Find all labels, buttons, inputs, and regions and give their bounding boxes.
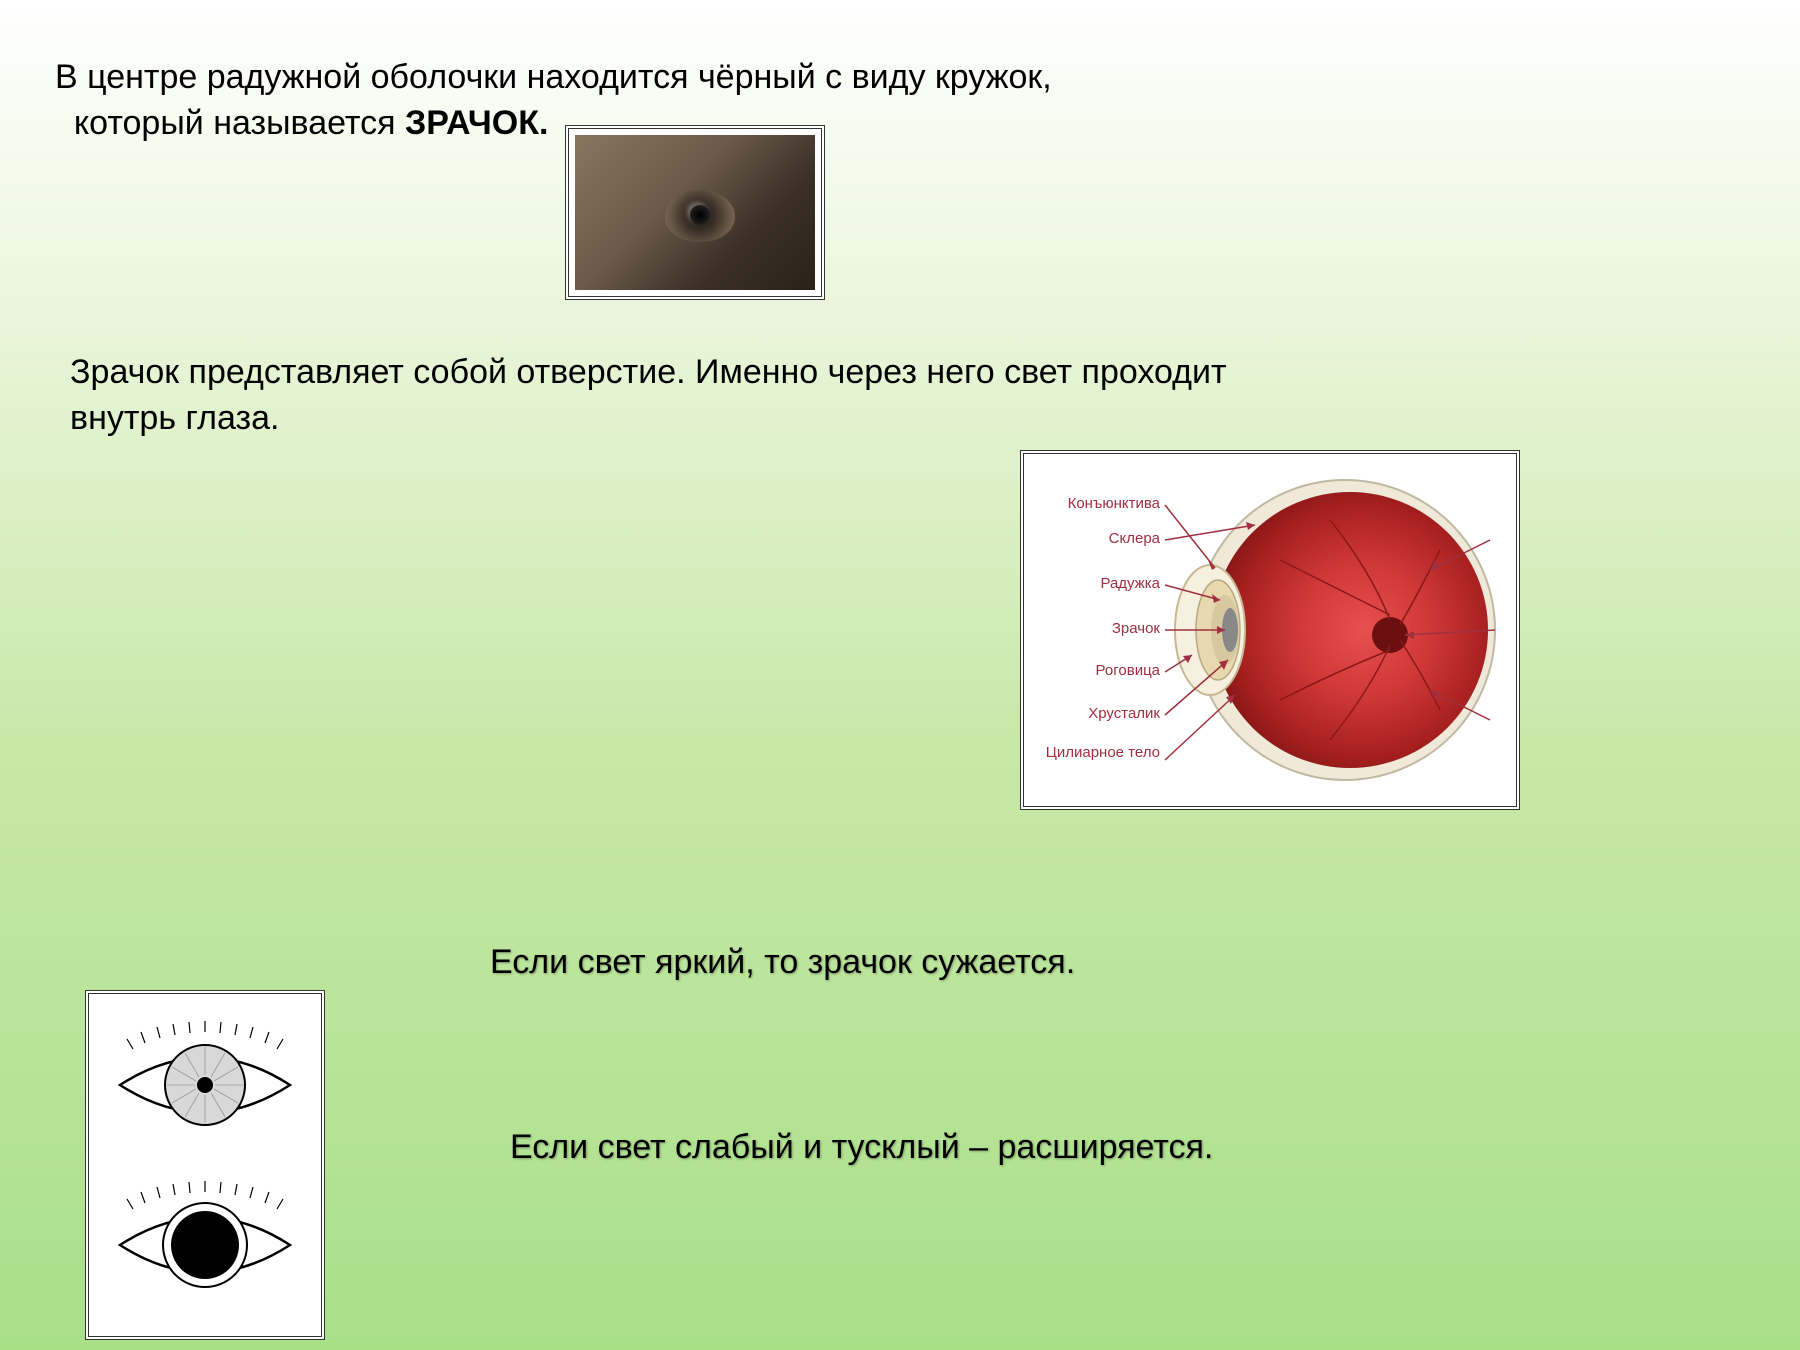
anatomy-label: Зрачок [1040, 620, 1160, 637]
anatomy-label: Радужка [1040, 575, 1160, 592]
anatomy-label: Хрусталик [1040, 705, 1160, 722]
pupil-diagram-frame [85, 990, 325, 1340]
pupil-diagram [95, 1000, 315, 1330]
intro-line1: В центре радужной оболочки находится чёр… [55, 58, 1052, 96]
dim-light-text: Если свет слабый и тусклый – расширяется… [510, 1125, 1213, 1171]
anatomy-frame: Конъюнктива Склера Радужка Зрачок Рогови… [1020, 450, 1520, 810]
anatomy-label: Склера [1040, 530, 1160, 547]
pupil-diagram-svg [95, 1000, 315, 1330]
bright-light-text: Если свет яркий, то зрачок сужается. [490, 940, 1075, 986]
eye-photo-frame [565, 125, 825, 300]
intro-line2a: который называется [74, 104, 405, 142]
intro-bold: ЗРАЧОК. [405, 104, 549, 142]
anatomy-label: Роговица [1040, 662, 1160, 679]
eye-anatomy-diagram: Конъюнктива Склера Радужка Зрачок Рогови… [1030, 460, 1510, 800]
pupil-description: Зрачок представляет собой отверстие. Име… [70, 350, 1320, 442]
anatomy-label: Конъюнктива [1040, 495, 1160, 512]
eye-photo [575, 135, 815, 290]
anatomy-label: Цилиарное тело [1040, 745, 1160, 762]
